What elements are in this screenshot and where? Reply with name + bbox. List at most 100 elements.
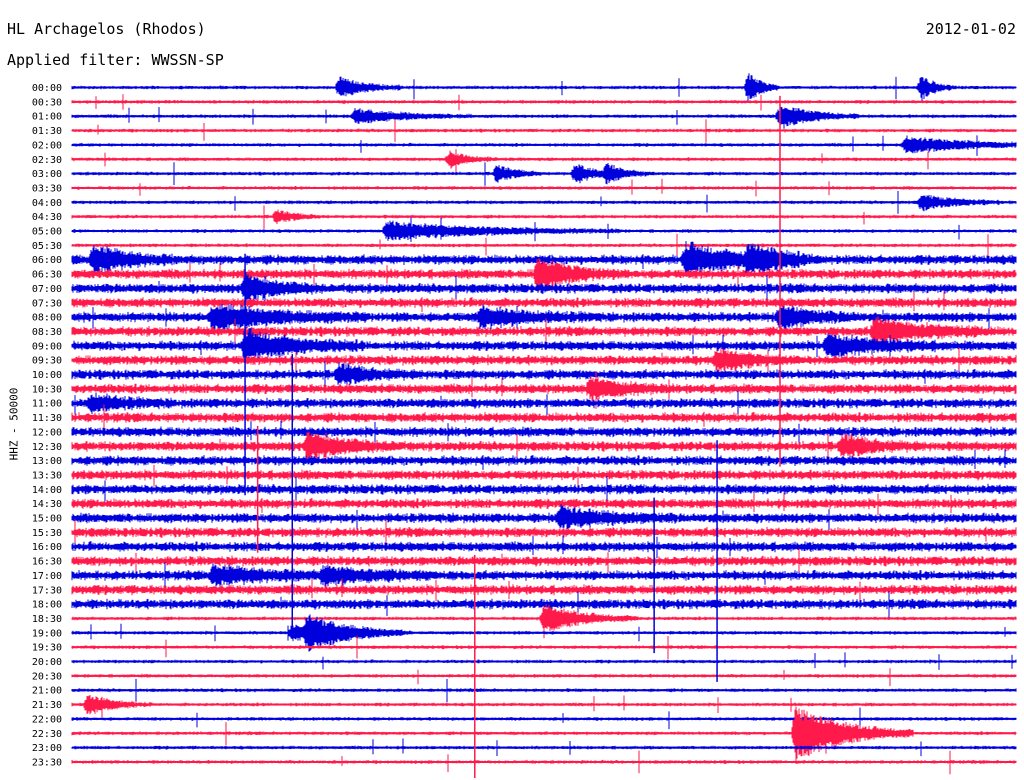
tick-label-0700: 07:00 — [32, 284, 62, 295]
tick-label-1830: 18:30 — [32, 614, 62, 625]
tick-label-0630: 06:30 — [32, 270, 62, 281]
filter-label: Applied filter: WWSSN-SP — [7, 51, 224, 69]
tick-label-0200: 02:00 — [32, 140, 62, 151]
tick-label-1100: 11:00 — [32, 399, 62, 410]
station-title: HL Archagelos (Rhodos) — [7, 20, 206, 38]
trace-0400 — [71, 191, 1017, 214]
tick-label-0230: 02:30 — [32, 155, 62, 166]
trace-0600 — [71, 241, 1017, 276]
tick-label-1500: 15:00 — [32, 514, 62, 525]
tick-label-1200: 12:00 — [32, 427, 62, 438]
trace-0930 — [71, 347, 1017, 374]
trace-1200 — [71, 420, 1017, 444]
trace-2330 — [71, 750, 1017, 775]
trace-0300 — [71, 162, 1017, 186]
record-date: 2012-01-02 — [925, 20, 1016, 38]
tick-label-2330: 23:30 — [32, 757, 62, 768]
tick-label-0030: 00:30 — [32, 97, 62, 108]
tick-label-1230: 12:30 — [32, 442, 62, 453]
trace-1800 — [71, 591, 1017, 619]
trace-1230 — [71, 431, 1017, 465]
trace-0800 — [71, 304, 1017, 333]
trace-0100 — [71, 106, 1017, 129]
trace-2100 — [71, 678, 1017, 703]
tick-label-2100: 21:00 — [32, 686, 62, 697]
trace-0500 — [71, 217, 1017, 242]
tick-label-0400: 04:00 — [32, 198, 62, 209]
trace-0000 — [71, 73, 1017, 102]
trace-1930 — [71, 635, 1017, 660]
trace-1300 — [71, 449, 1017, 470]
tick-label-1630: 16:30 — [32, 557, 62, 568]
tick-label-2130: 21:30 — [32, 700, 62, 711]
tick-label-0500: 05:00 — [32, 227, 62, 238]
glitch-spikes — [244, 95, 781, 778]
time-tick-labels: 00:00 00:30 01:00 01:30 02:00 02:30 03:00 03:30… — [32, 83, 62, 768]
trace-0130 — [71, 119, 1017, 143]
trace-1830 — [71, 604, 1017, 639]
tick-label-1330: 13:30 — [32, 470, 62, 481]
tick-label-0130: 01:30 — [32, 126, 62, 137]
trace-2030 — [71, 668, 1017, 686]
tick-label-1300: 13:00 — [32, 456, 62, 467]
tick-label-0430: 04:30 — [32, 212, 62, 223]
tick-label-1430: 14:30 — [32, 499, 62, 510]
trace-1700 — [71, 562, 1017, 590]
tick-label-1130: 11:30 — [32, 413, 62, 424]
trace-1630 — [71, 548, 1017, 574]
tick-label-1700: 17:00 — [32, 571, 62, 582]
trace-0630 — [71, 258, 1017, 293]
tick-label-1030: 10:30 — [32, 384, 62, 395]
trace-0330 — [71, 178, 1017, 197]
trace-0030 — [71, 94, 1017, 111]
trace-0830 — [71, 316, 1017, 347]
tick-label-1600: 16:00 — [32, 542, 62, 553]
trace-1430 — [71, 492, 1017, 516]
seismic-traces — [71, 73, 1017, 775]
trace-0200 — [71, 135, 1017, 156]
tick-label-2030: 20:30 — [32, 671, 62, 682]
trace-1500 — [71, 504, 1017, 530]
trace-1730 — [71, 578, 1017, 602]
trace-1900 — [71, 614, 1017, 652]
tick-label-1900: 19:00 — [32, 628, 62, 639]
tick-label-0800: 08:00 — [32, 313, 62, 324]
trace-1030 — [71, 371, 1017, 409]
tick-label-2000: 20:00 — [32, 657, 62, 668]
trace-0700 — [71, 272, 1017, 306]
tick-label-0900: 09:00 — [32, 341, 62, 352]
tick-label-0300: 03:00 — [32, 169, 62, 180]
tick-label-1400: 14:00 — [32, 485, 62, 496]
tick-label-0000: 00:00 — [32, 83, 62, 94]
trace-2300 — [71, 738, 1017, 757]
tick-label-0730: 07:30 — [32, 298, 62, 309]
tick-label-2300: 23:00 — [32, 743, 62, 754]
tick-label-2200: 22:00 — [32, 714, 62, 725]
tick-label-1930: 19:30 — [32, 643, 62, 654]
tick-label-2230: 22:30 — [32, 729, 62, 740]
trace-1130 — [71, 404, 1017, 432]
trace-0730 — [71, 291, 1017, 312]
tick-label-1000: 10:00 — [32, 370, 62, 381]
trace-1530 — [71, 519, 1017, 547]
tick-label-0600: 06:00 — [32, 255, 62, 266]
tick-label-0530: 05:30 — [32, 241, 62, 252]
trace-0430 — [71, 205, 1017, 229]
tick-label-1800: 18:00 — [32, 600, 62, 611]
tick-label-0830: 08:30 — [32, 327, 62, 338]
trace-0530 — [71, 234, 1017, 258]
tick-label-0930: 09:30 — [32, 356, 62, 367]
trace-1600 — [71, 535, 1017, 559]
trace-1330 — [71, 464, 1017, 487]
tick-label-0100: 01:00 — [32, 112, 62, 123]
tick-label-0330: 03:30 — [32, 183, 62, 194]
trace-2130 — [71, 695, 1017, 718]
tick-label-1730: 17:30 — [32, 585, 62, 596]
trace-0230 — [71, 149, 1017, 174]
tick-label-1530: 15:30 — [32, 528, 62, 539]
trace-1100 — [71, 390, 1017, 416]
trace-2230 — [71, 706, 1017, 762]
trace-1400 — [71, 476, 1017, 504]
trace-1000 — [71, 361, 1017, 389]
